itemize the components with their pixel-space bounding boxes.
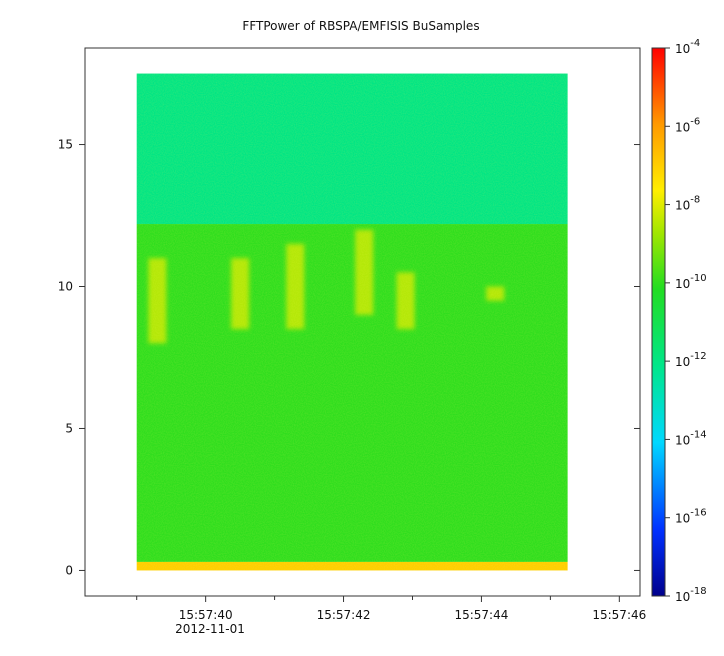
colorbar-tick-label: 10-6 [675,116,700,134]
y-axis: 0 5 10 15 [58,138,640,577]
colorbar-tick-label: 10-4 [675,38,700,56]
chart-title: FFTPower of RBSPA/EMFISIS BuSamples [242,19,479,33]
x-date-label: 2012-11-01 [175,622,245,636]
colorbar-tick-label: 10-18 [675,586,707,604]
x-tick-label: 15:57:42 [317,608,371,622]
x-tick-label: 15:57:46 [592,608,646,622]
colorbar-tick-label: 10-14 [675,429,707,447]
colorbar [651,47,666,597]
y-tick-label: 15 [58,138,73,152]
x-tick-label: 15:57:40 [179,608,233,622]
colorbar-axis: 10-4 10-6 10-8 10-10 10-12 10-14 10-16 10-18 [665,38,707,604]
heatmap-noise [136,73,568,571]
colorbar-tick-label: 10-10 [675,273,707,291]
colorbar-tick-label: 10-8 [675,195,700,213]
spectrogram-heatmap [136,73,568,571]
y-tick-label: 5 [65,421,73,435]
y-tick-label: 0 [65,563,73,577]
colorbar-tick-label: 10-16 [675,508,707,526]
x-tick-label: 15:57:44 [454,608,508,622]
y-tick-label: 10 [58,280,73,294]
x-axis: 15:57:40 15:57:42 15:57:44 15:57:46 [136,596,646,622]
colorbar-tick-label: 10-12 [675,351,707,369]
